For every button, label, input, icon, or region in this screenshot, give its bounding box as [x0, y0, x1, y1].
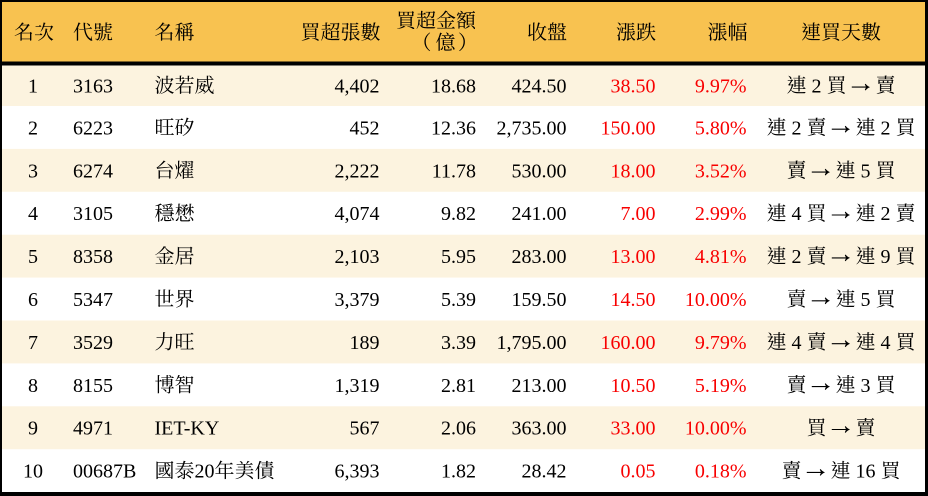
svg-text:241.00: 241.00 — [512, 203, 567, 225]
svg-text:3105: 3105 — [73, 203, 113, 225]
svg-text:2.81: 2.81 — [441, 375, 476, 397]
svg-text:IET-KY: IET-KY — [155, 418, 220, 440]
svg-text:1,795.00: 1,795.00 — [497, 332, 567, 354]
svg-text:363.00: 363.00 — [512, 418, 567, 440]
svg-text:4: 4 — [881, 332, 891, 354]
svg-text:5: 5 — [861, 160, 871, 182]
svg-text:9: 9 — [881, 246, 891, 268]
svg-text:14.50: 14.50 — [611, 289, 656, 311]
svg-text:3,379: 3,379 — [335, 289, 380, 311]
svg-text:38.50: 38.50 — [611, 75, 656, 97]
svg-text:13.00: 13.00 — [611, 246, 656, 268]
svg-text:5: 5 — [861, 289, 871, 311]
svg-text:3: 3 — [28, 160, 38, 182]
svg-text:2.99%: 2.99% — [695, 203, 747, 225]
svg-text:18.00: 18.00 — [611, 160, 656, 182]
svg-text:160.00: 160.00 — [601, 332, 656, 354]
svg-text:6,393: 6,393 — [335, 461, 380, 483]
svg-text:2,735.00: 2,735.00 — [497, 117, 567, 139]
svg-text:8: 8 — [28, 375, 38, 397]
svg-text:159.50: 159.50 — [512, 289, 567, 311]
svg-text:5: 5 — [28, 246, 38, 268]
svg-text:18.68: 18.68 — [431, 75, 476, 97]
svg-text:1,319: 1,319 — [335, 375, 380, 397]
svg-text:213.00: 213.00 — [512, 375, 567, 397]
svg-text:8358: 8358 — [73, 246, 113, 268]
svg-text:9.82: 9.82 — [441, 203, 476, 225]
svg-text:2: 2 — [881, 203, 891, 225]
svg-text:5347: 5347 — [73, 289, 113, 311]
svg-text:2: 2 — [28, 117, 38, 139]
svg-text:5.95: 5.95 — [441, 246, 476, 268]
svg-text:3.39: 3.39 — [441, 332, 476, 354]
svg-text:4,074: 4,074 — [335, 203, 380, 225]
svg-text:9.79%: 9.79% — [695, 332, 747, 354]
svg-text:28.42: 28.42 — [522, 461, 567, 483]
svg-text:9.97%: 9.97% — [695, 75, 747, 97]
svg-text:4971: 4971 — [73, 418, 113, 440]
svg-text:4: 4 — [792, 332, 802, 354]
svg-text:3163: 3163 — [73, 75, 113, 97]
svg-text:11.78: 11.78 — [432, 160, 476, 182]
svg-text:0.18%: 0.18% — [695, 461, 747, 483]
svg-text:10.00%: 10.00% — [685, 418, 747, 440]
svg-text:189: 189 — [350, 332, 380, 354]
svg-text:2: 2 — [792, 117, 802, 139]
svg-text:4,402: 4,402 — [335, 75, 380, 97]
svg-text:7.00: 7.00 — [621, 203, 656, 225]
svg-text:3.52%: 3.52% — [695, 160, 747, 182]
svg-text:33.00: 33.00 — [611, 418, 656, 440]
svg-text:00687B: 00687B — [73, 461, 136, 483]
svg-text:283.00: 283.00 — [512, 246, 567, 268]
svg-text:9: 9 — [28, 418, 38, 440]
svg-text:6: 6 — [28, 289, 38, 311]
svg-text:8155: 8155 — [73, 375, 113, 397]
svg-text:2.06: 2.06 — [441, 418, 476, 440]
svg-text:4: 4 — [792, 203, 802, 225]
svg-text:1.82: 1.82 — [441, 461, 476, 483]
svg-text:6274: 6274 — [73, 160, 113, 182]
svg-text:4.81%: 4.81% — [695, 246, 747, 268]
svg-text:530.00: 530.00 — [512, 160, 567, 182]
svg-text:5.19%: 5.19% — [695, 375, 747, 397]
svg-text:452: 452 — [350, 117, 380, 139]
svg-text:2: 2 — [812, 75, 822, 97]
svg-text:424.50: 424.50 — [512, 75, 567, 97]
svg-text:5.80%: 5.80% — [695, 117, 747, 139]
svg-text:5.39: 5.39 — [441, 289, 476, 311]
svg-text:4: 4 — [28, 203, 38, 225]
svg-text:567: 567 — [350, 418, 380, 440]
svg-text:10: 10 — [23, 461, 43, 483]
svg-text:3529: 3529 — [73, 332, 113, 354]
svg-text:1: 1 — [28, 75, 38, 97]
svg-text:10.00%: 10.00% — [685, 289, 747, 311]
svg-text:2: 2 — [881, 117, 891, 139]
svg-text:12.36: 12.36 — [431, 117, 476, 139]
svg-text:150.00: 150.00 — [601, 117, 656, 139]
svg-text:3: 3 — [861, 375, 871, 397]
svg-text:7: 7 — [28, 332, 38, 354]
svg-text:2: 2 — [792, 246, 802, 268]
svg-text:0.05: 0.05 — [621, 461, 656, 483]
svg-text:16: 16 — [856, 461, 876, 483]
svg-text:2,103: 2,103 — [335, 246, 380, 268]
svg-text:20: 20 — [195, 461, 215, 483]
svg-text:6223: 6223 — [73, 117, 113, 139]
svg-text:10.50: 10.50 — [611, 375, 656, 397]
svg-text:2,222: 2,222 — [335, 160, 380, 182]
